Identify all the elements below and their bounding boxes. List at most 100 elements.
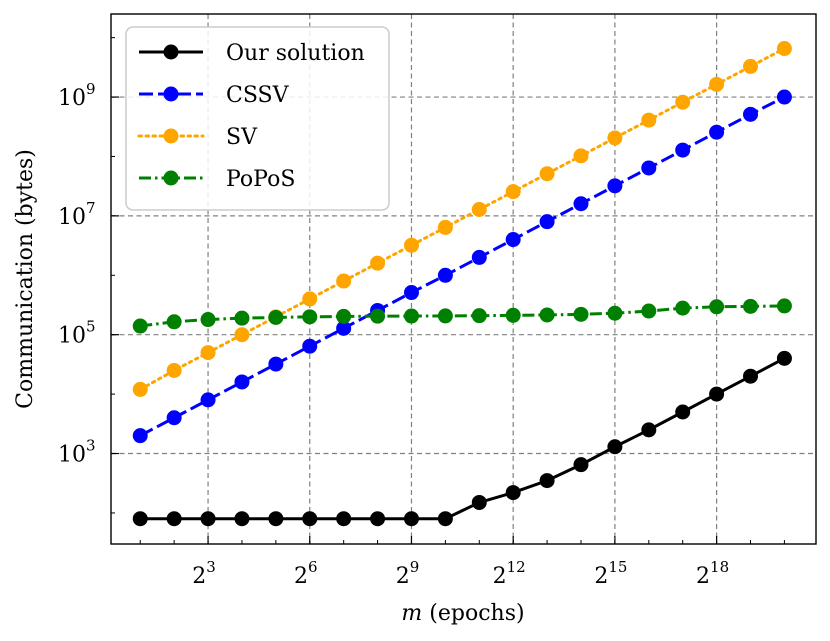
legend-marker [163, 170, 179, 186]
plot-frame [110, 13, 817, 545]
data-point [505, 485, 521, 501]
data-point [132, 428, 148, 444]
data-point [200, 511, 216, 527]
data-point [743, 368, 759, 384]
data-point [471, 494, 487, 510]
legend-marker [163, 86, 179, 102]
data-point [370, 308, 386, 324]
data-point [471, 308, 487, 324]
legend-label: SV [226, 125, 258, 150]
x-axis-label-rest: (epochs) [422, 601, 524, 626]
legend-marker [163, 44, 179, 60]
data-point [709, 386, 725, 402]
data-point [437, 219, 453, 235]
data-point [403, 308, 419, 324]
data-point [437, 267, 453, 283]
data-point [539, 214, 555, 230]
data-point [776, 298, 792, 314]
data-point [268, 511, 284, 527]
data-point [776, 350, 792, 366]
data-point [336, 308, 352, 324]
x-tick-exponent: 6 [308, 558, 318, 576]
x-tick-exponent: 12 [507, 558, 526, 576]
y-tick-base: 10 [58, 205, 86, 230]
x-tick-base: 2 [396, 564, 410, 589]
y-tick-label: 105 [58, 318, 96, 349]
data-point [370, 255, 386, 271]
data-point [505, 232, 521, 248]
data-point [234, 327, 250, 343]
data-point [200, 345, 216, 361]
y-tick-exponent: 9 [86, 80, 96, 98]
data-point [336, 273, 352, 289]
data-point [200, 312, 216, 328]
legend-label: CSSV [226, 83, 290, 108]
data-point [743, 106, 759, 122]
data-point [302, 511, 318, 527]
data-point [709, 76, 725, 92]
x-tick-base: 2 [594, 564, 608, 589]
data-point [573, 148, 589, 164]
legend-marker [163, 128, 179, 144]
data-point [336, 511, 352, 527]
data-point [573, 196, 589, 212]
data-point [471, 249, 487, 265]
data-point [302, 291, 318, 307]
series-layer [132, 41, 792, 527]
x-tick-exponent: 18 [710, 558, 729, 576]
x-axis-label-var: m [401, 601, 422, 626]
data-point [437, 308, 453, 324]
data-point [234, 374, 250, 390]
y-tick-exponent: 3 [86, 437, 96, 455]
data-point [539, 473, 555, 489]
y-tick-exponent: 5 [86, 318, 96, 336]
y-tick-base: 10 [58, 86, 86, 111]
data-point [302, 309, 318, 325]
data-point [675, 404, 691, 420]
data-point [776, 89, 792, 105]
y-tick-label: 107 [58, 199, 96, 230]
data-point [607, 130, 623, 146]
data-point [573, 457, 589, 473]
x-tick-base: 2 [294, 564, 308, 589]
x-tick-base: 2 [493, 564, 507, 589]
data-point [132, 318, 148, 334]
y-tick-base: 10 [58, 324, 86, 349]
y-tick-base: 10 [58, 443, 86, 468]
data-point [302, 338, 318, 354]
data-point [166, 314, 182, 330]
x-tick-label: 26 [294, 558, 318, 589]
data-point [607, 178, 623, 194]
data-point [641, 303, 657, 319]
data-point [641, 422, 657, 438]
data-point [641, 160, 657, 176]
x-tick-exponent: 3 [206, 558, 216, 576]
x-tick-label: 215 [594, 558, 627, 589]
x-tick-label: 23 [192, 558, 216, 589]
data-point [505, 184, 521, 200]
legend: Our solution CSSV SV PoPoS [125, 26, 390, 211]
y-tick-label: 109 [58, 80, 96, 111]
x-tick-label: 218 [696, 558, 729, 589]
data-point [641, 112, 657, 128]
legend-box [125, 26, 390, 211]
data-point [709, 299, 725, 315]
data-point [675, 94, 691, 110]
data-point [437, 511, 453, 527]
data-point [675, 142, 691, 158]
data-point [403, 285, 419, 301]
data-point [743, 298, 759, 314]
data-point [166, 362, 182, 378]
x-tick-exponent: 9 [410, 558, 420, 576]
data-point [234, 310, 250, 326]
y-axis-label: Communication (bytes) [13, 149, 38, 409]
data-point [573, 306, 589, 322]
x-tick-label: 29 [396, 558, 420, 589]
data-point [268, 356, 284, 372]
data-point [471, 202, 487, 218]
data-point [336, 320, 352, 336]
data-point [132, 381, 148, 397]
data-point [166, 511, 182, 527]
